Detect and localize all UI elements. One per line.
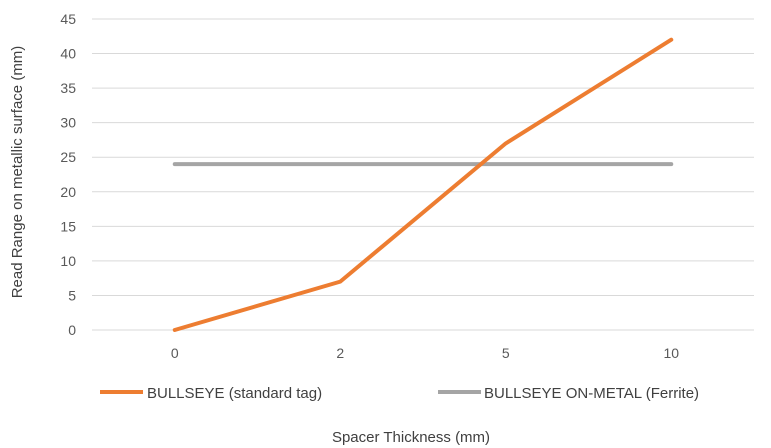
series-lines <box>172 37 674 332</box>
legend: BULLSEYE (standard tag) BULLSEYE ON-META… <box>100 385 699 402</box>
gridlines <box>92 18 754 331</box>
y-tick-label: 10 <box>60 253 76 269</box>
x-tick-label: 5 <box>502 345 510 361</box>
y-tick-label: 20 <box>60 184 76 200</box>
x-tick-label: 2 <box>336 345 344 361</box>
y-tick-label: 0 <box>68 322 76 338</box>
y-tick-label: 25 <box>60 149 76 165</box>
x-tick-label: 10 <box>663 345 679 361</box>
legend-label-on-metal: BULLSEYE ON-METAL (Ferrite) <box>484 385 699 402</box>
y-tick-label: 30 <box>60 115 76 131</box>
y-axis-ticks: 0 5 10 15 20 25 30 35 40 45 <box>60 11 76 338</box>
y-tick-label: 5 <box>68 287 76 303</box>
series-line-standard-tag <box>172 37 674 332</box>
legend-label-standard-tag: BULLSEYE (standard tag) <box>147 385 322 402</box>
y-axis-title: Read Range on metallic surface (mm) <box>9 46 26 299</box>
y-tick-label: 15 <box>60 218 76 234</box>
y-tick-label: 40 <box>60 46 76 62</box>
x-axis-ticks: 0 2 5 10 <box>171 345 679 361</box>
y-tick-label: 35 <box>60 80 76 96</box>
y-tick-label: 45 <box>60 11 76 27</box>
x-tick-label: 0 <box>171 345 179 361</box>
x-axis-title: Spacer Thickness (mm) <box>332 429 490 446</box>
